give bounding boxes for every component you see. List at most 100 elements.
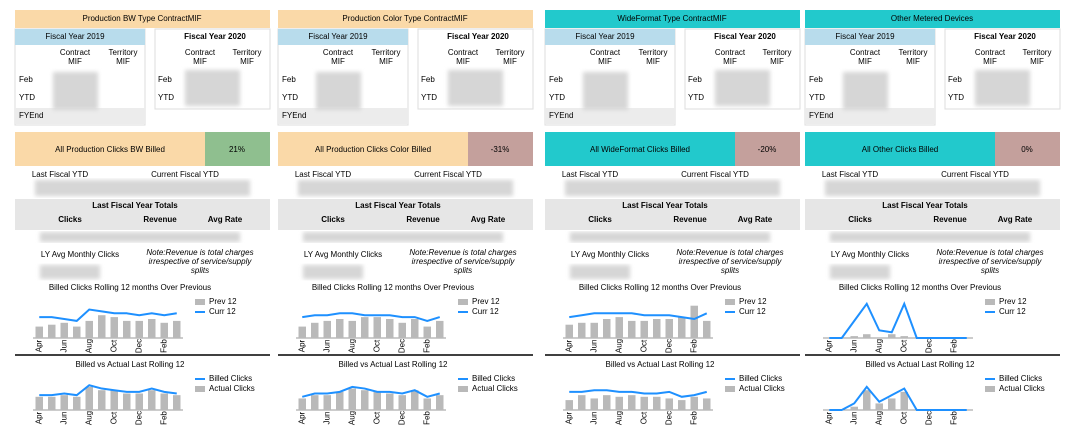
x-tick-label: Jun [59, 412, 68, 425]
note: irrespective of service/supply [149, 257, 253, 266]
row-label: FYEnd [809, 111, 833, 120]
bar [653, 396, 661, 410]
bar [348, 320, 356, 338]
legend-label: Prev 12 [739, 297, 767, 306]
column-header-word: Territory [639, 48, 668, 57]
fyend-band [278, 108, 408, 124]
bar [336, 319, 344, 338]
x-tick-label: Dec [134, 339, 143, 353]
x-tick-label: Dec [134, 411, 143, 425]
x-tick-label: Aug [84, 339, 93, 353]
x-tick-label: Apr [34, 339, 43, 352]
bar [628, 395, 636, 410]
bar [373, 391, 381, 410]
legend-label: Actual Clicks [472, 384, 518, 393]
column-header: Territory MIF [763, 48, 792, 66]
column-header-word: Territory [372, 48, 401, 57]
redacted [570, 265, 630, 279]
chart-title: Billed Clicks Rolling 12 months Over Pre… [312, 283, 474, 292]
bar [98, 390, 106, 410]
x-tick-label: Feb [689, 339, 698, 353]
fyend-band [805, 108, 935, 124]
x-tick-label: Jun [849, 340, 858, 353]
column-header-word: MIF [193, 57, 207, 66]
bar [850, 406, 858, 410]
panel-title: Production BW Type ContractMIF [82, 14, 201, 23]
bar [900, 391, 908, 410]
line [569, 312, 708, 321]
redacted [298, 180, 513, 196]
bar [135, 320, 143, 338]
fy-right: Fiscal Year 2020 [447, 32, 509, 41]
bar [640, 396, 648, 410]
chart-title: Billed Clicks Rolling 12 months Over Pre… [579, 283, 741, 292]
bar [615, 396, 623, 410]
column-header-word: MIF [503, 57, 517, 66]
bar [110, 390, 118, 410]
redacted [583, 72, 628, 110]
column-header-word: MIF [858, 57, 872, 66]
kpi-value: -20% [758, 145, 777, 154]
bar [85, 386, 93, 410]
legend-label: Actual Clicks [999, 384, 1045, 393]
panel-title: WideFormat Type ContractMIF [617, 14, 726, 23]
fy-left: Fiscal Year 2019 [45, 32, 105, 41]
column-header-word: Contract [850, 48, 881, 57]
column-header-word: Territory [109, 48, 138, 57]
bar [888, 334, 896, 338]
column-header-word: MIF [1030, 57, 1044, 66]
column-header-word: Territory [899, 48, 928, 57]
column-header: Contract MIF [975, 48, 1006, 66]
x-tick-label: Apr [564, 339, 573, 352]
kpi-value: 21% [229, 145, 245, 154]
note: Note:Revenue is total charges [409, 248, 516, 257]
row-label: Feb [282, 75, 296, 84]
row-label: YTD [948, 93, 964, 102]
bar [678, 317, 686, 338]
x-tick-label: Oct [109, 411, 118, 424]
x-tick-label: Jun [59, 340, 68, 353]
row-label: FYEnd [549, 111, 573, 120]
line [302, 312, 441, 322]
redacted [40, 232, 240, 242]
fyend-band [545, 108, 675, 124]
row-label: Feb [688, 75, 702, 84]
bar [336, 391, 344, 410]
x-tick-label: Jun [589, 340, 598, 353]
bar [35, 326, 43, 338]
column-header: Territory MIF [233, 48, 262, 66]
column-header-word: Contract [715, 48, 746, 57]
totals-title: Last Fiscal Year Totals [355, 201, 441, 210]
x-tick-label: Oct [639, 339, 648, 352]
column-header: Contract MIF [850, 48, 881, 66]
bar [565, 324, 573, 338]
legend-label: Prev 12 [209, 297, 237, 306]
column-header-word: Contract [60, 48, 91, 57]
x-tick-label: Feb [422, 411, 431, 425]
kpi-badge [995, 132, 1060, 166]
legend-label: Billed Clicks [472, 374, 515, 383]
column-header-word: MIF [723, 57, 737, 66]
column-header: Territory MIF [639, 48, 668, 66]
totals-col: Clicks [321, 215, 345, 224]
x-tick-label: Apr [297, 411, 306, 424]
x-tick-label: Oct [639, 411, 648, 424]
ly-avg: LY Avg Monthly Clicks [41, 250, 119, 259]
bar [361, 390, 369, 410]
ytd-label: Current Fiscal YTD [414, 170, 482, 179]
row-label: Feb [19, 75, 33, 84]
kpi-value: 0% [1021, 145, 1033, 154]
note: splits [454, 266, 472, 275]
bar [98, 315, 106, 338]
x-tick-label: Dec [397, 411, 406, 425]
x-tick-label: Feb [422, 339, 431, 353]
bar [578, 395, 586, 410]
bar [298, 326, 306, 338]
totals-col: Avg Rate [738, 215, 773, 224]
totals-col: Avg Rate [998, 215, 1033, 224]
redacted [830, 265, 890, 279]
bar [160, 322, 168, 338]
totals-title: Last Fiscal Year Totals [92, 201, 178, 210]
column-header-word: MIF [906, 57, 920, 66]
